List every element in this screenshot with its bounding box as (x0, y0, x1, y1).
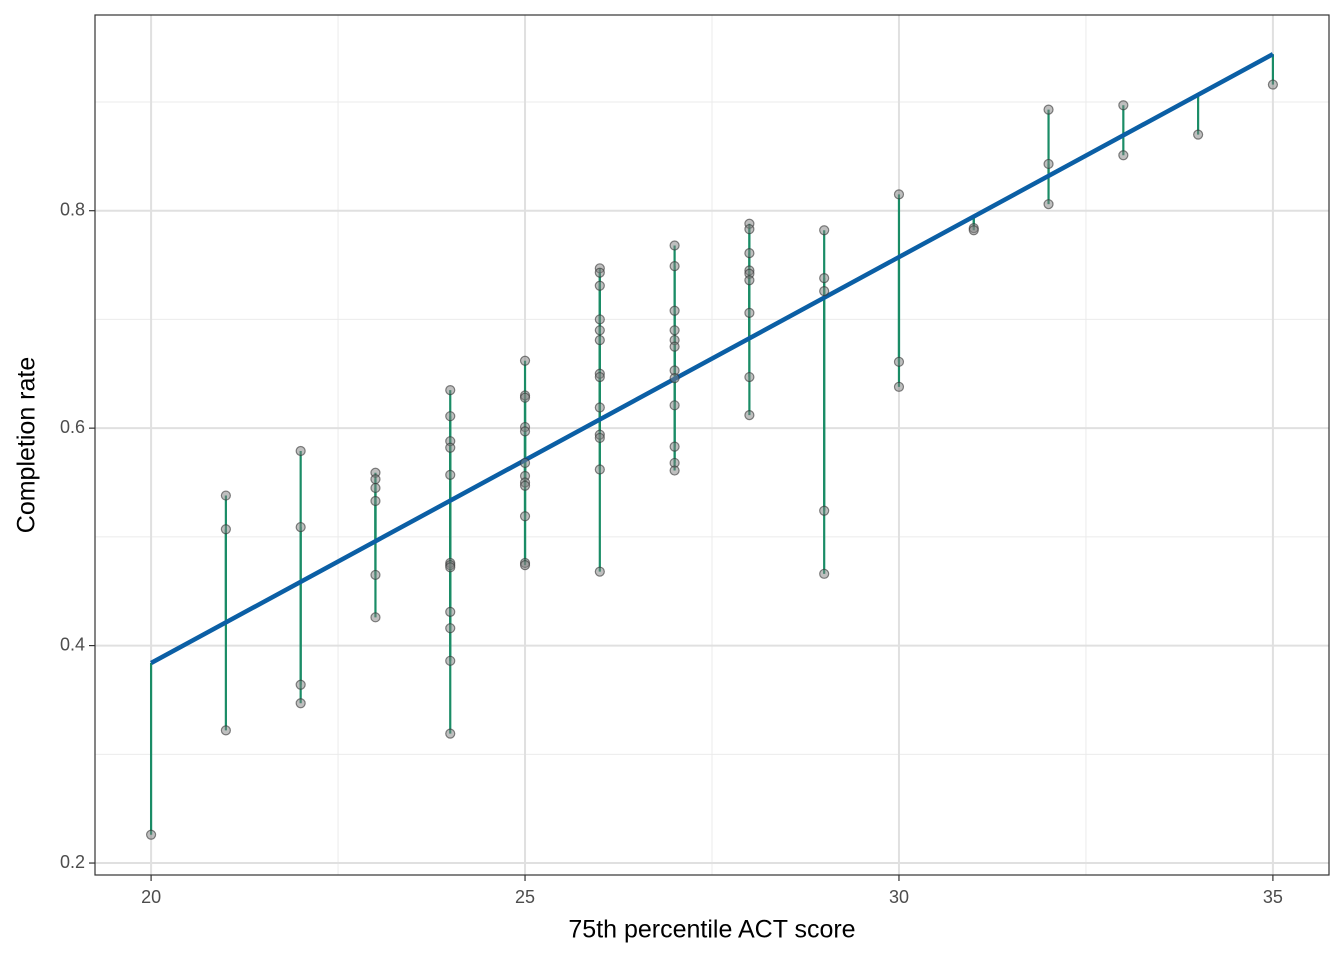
y-tick-label: 0.4 (60, 634, 85, 654)
point (819, 505, 830, 516)
point (669, 465, 680, 476)
point (295, 521, 306, 533)
point (445, 442, 456, 453)
panel-border (94, 14, 1330, 876)
y-tick-label: 0.2 (60, 852, 85, 872)
trend-line (150, 52, 1274, 665)
point (370, 495, 381, 507)
point (669, 240, 680, 251)
point (295, 698, 306, 709)
point (893, 356, 905, 367)
point (519, 480, 531, 491)
point (594, 280, 605, 291)
point (220, 725, 231, 736)
point (1193, 129, 1204, 140)
point (594, 371, 605, 383)
point (669, 261, 680, 272)
point (445, 384, 456, 396)
point (744, 410, 755, 421)
point (370, 474, 381, 485)
point (445, 411, 456, 422)
point (220, 524, 231, 535)
point (669, 341, 680, 352)
point (220, 490, 231, 501)
marks (145, 52, 1279, 840)
point (519, 457, 531, 469)
point (1043, 199, 1054, 210)
point (669, 441, 680, 452)
point (893, 189, 905, 200)
point (445, 655, 456, 666)
point (669, 400, 680, 411)
point (594, 325, 605, 336)
point (370, 482, 381, 494)
grid (95, 15, 1329, 875)
point (1267, 79, 1279, 90)
point (145, 829, 157, 840)
y-tick-label: 0.6 (60, 417, 85, 437)
point (519, 355, 531, 366)
point (594, 334, 605, 346)
point (519, 560, 531, 571)
point (295, 679, 306, 690)
point (744, 371, 755, 383)
point (594, 432, 605, 444)
point (370, 569, 381, 581)
point (445, 606, 456, 617)
y-axis-title: Completion rate (13, 357, 41, 533)
point (819, 225, 830, 236)
point (819, 286, 830, 297)
point (519, 511, 531, 522)
point (744, 248, 755, 259)
point (669, 305, 680, 316)
x-tick-label: 35 (1263, 887, 1283, 907)
point (1043, 104, 1054, 115)
x-tick-label: 20 (141, 887, 161, 907)
point (1043, 158, 1054, 170)
point (744, 224, 755, 235)
point (370, 612, 381, 623)
point (445, 728, 456, 739)
point (744, 307, 755, 319)
point (893, 381, 905, 392)
point (819, 568, 830, 579)
point (519, 392, 531, 403)
point (968, 225, 979, 236)
point (819, 273, 830, 284)
point (1118, 100, 1129, 111)
point (594, 267, 605, 278)
point (445, 469, 456, 480)
point (445, 623, 456, 634)
x-axis-title: 75th percentile ACT score (568, 916, 855, 944)
y-tick-label: 0.8 (60, 199, 85, 219)
point (594, 314, 605, 325)
point (744, 275, 755, 286)
point (295, 445, 306, 457)
point (445, 562, 456, 573)
point (669, 325, 680, 336)
x-tick-label: 25 (515, 887, 535, 907)
point (669, 373, 680, 384)
point (519, 426, 531, 437)
point (594, 402, 605, 413)
point (594, 464, 605, 475)
x-tick-label: 30 (889, 887, 909, 907)
point (1118, 150, 1129, 161)
point (594, 566, 605, 577)
